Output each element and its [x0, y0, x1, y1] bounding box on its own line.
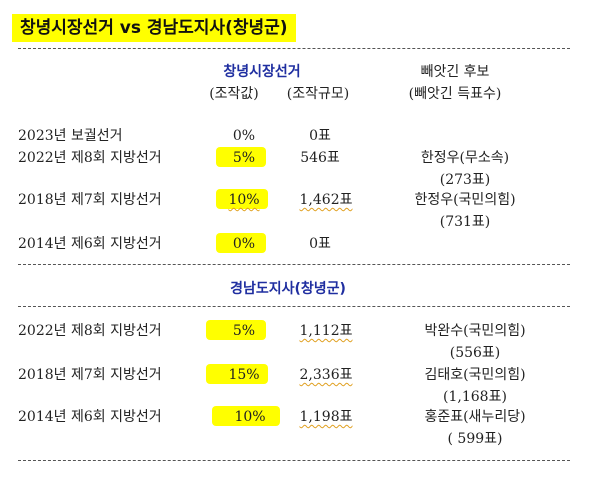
divider-top	[18, 48, 570, 49]
s2-row2-highlight	[206, 364, 268, 384]
col-scale-header: (조작규모)	[286, 86, 350, 102]
s1-row4-rate: 0%	[232, 236, 256, 252]
s2-row1-highlight	[206, 320, 266, 340]
s2-row1-votes: (556표)	[449, 345, 501, 361]
s1-row1-rate: 0%	[232, 128, 256, 144]
section2-heading: 경남도지사(창녕군)	[230, 281, 346, 297]
s2-row2-scale: 2,336표	[299, 367, 353, 383]
s1-row2-highlight	[216, 147, 266, 167]
document-title: 창녕시장선거 vs 경남도지사(창녕군)	[12, 14, 296, 42]
divider-middle	[18, 264, 570, 265]
col-rate-header: (조작값)	[209, 86, 259, 102]
s2-row2-candidate: 김태호(국민의힘)	[424, 367, 526, 383]
s2-row2-votes: (1,168표)	[443, 389, 507, 405]
divider-bottom	[18, 460, 570, 461]
s1-row4-election: 2014년 제6회 지방선거	[18, 236, 162, 252]
s1-row4-scale: 0표	[309, 236, 331, 252]
s1-row2-candidate: 한정우(무소속)	[420, 150, 510, 166]
s1-row3-scale: 1,462표	[299, 192, 353, 208]
s1-row3-rate: 10%	[228, 192, 260, 208]
s2-row2-rate: 15%	[228, 367, 260, 383]
s1-row3-candidate: 한정우(국민의힘)	[414, 192, 516, 208]
s2-row3-election: 2014년 제6회 지방선거	[18, 409, 162, 425]
s1-row3-votes: (731표)	[439, 214, 491, 230]
s2-row1-rate: 5%	[232, 323, 256, 339]
s1-row1-scale: 0표	[309, 128, 331, 144]
col-cand-header: 빼앗긴 후보	[420, 64, 490, 80]
s2-row3-highlight	[212, 406, 280, 426]
s2-row1-election: 2022년 제8회 지방선거	[18, 323, 162, 339]
divider-section2	[18, 306, 570, 307]
s2-row3-scale: 1,198표	[299, 409, 353, 425]
s1-row2-votes: (273표)	[439, 172, 491, 188]
s1-row3-election: 2018년 제7회 지방선거	[18, 192, 162, 208]
s2-row3-candidate: 홍준표(새누리당)	[424, 409, 526, 425]
s1-row3-highlight	[216, 189, 268, 209]
s1-row2-scale: 546표	[300, 150, 340, 166]
s2-row3-rate: 10%	[234, 409, 266, 425]
s1-row2-rate: 5%	[232, 150, 256, 166]
section1-heading: 창녕시장선거	[223, 64, 301, 80]
s2-row3-votes: ( 599표)	[447, 431, 503, 447]
col-votes-header: (빼앗긴 득표수)	[408, 86, 502, 102]
s1-row4-highlight	[216, 233, 266, 253]
s2-row2-election: 2018년 제7회 지방선거	[18, 367, 162, 383]
s1-row2-election: 2022년 제8회 지방선거	[18, 150, 162, 166]
s2-row1-candidate: 박완수(국민의힘)	[424, 323, 526, 339]
s1-row1-election: 2023년 보궐선거	[18, 128, 123, 144]
s2-row1-scale: 1,112표	[299, 323, 353, 339]
